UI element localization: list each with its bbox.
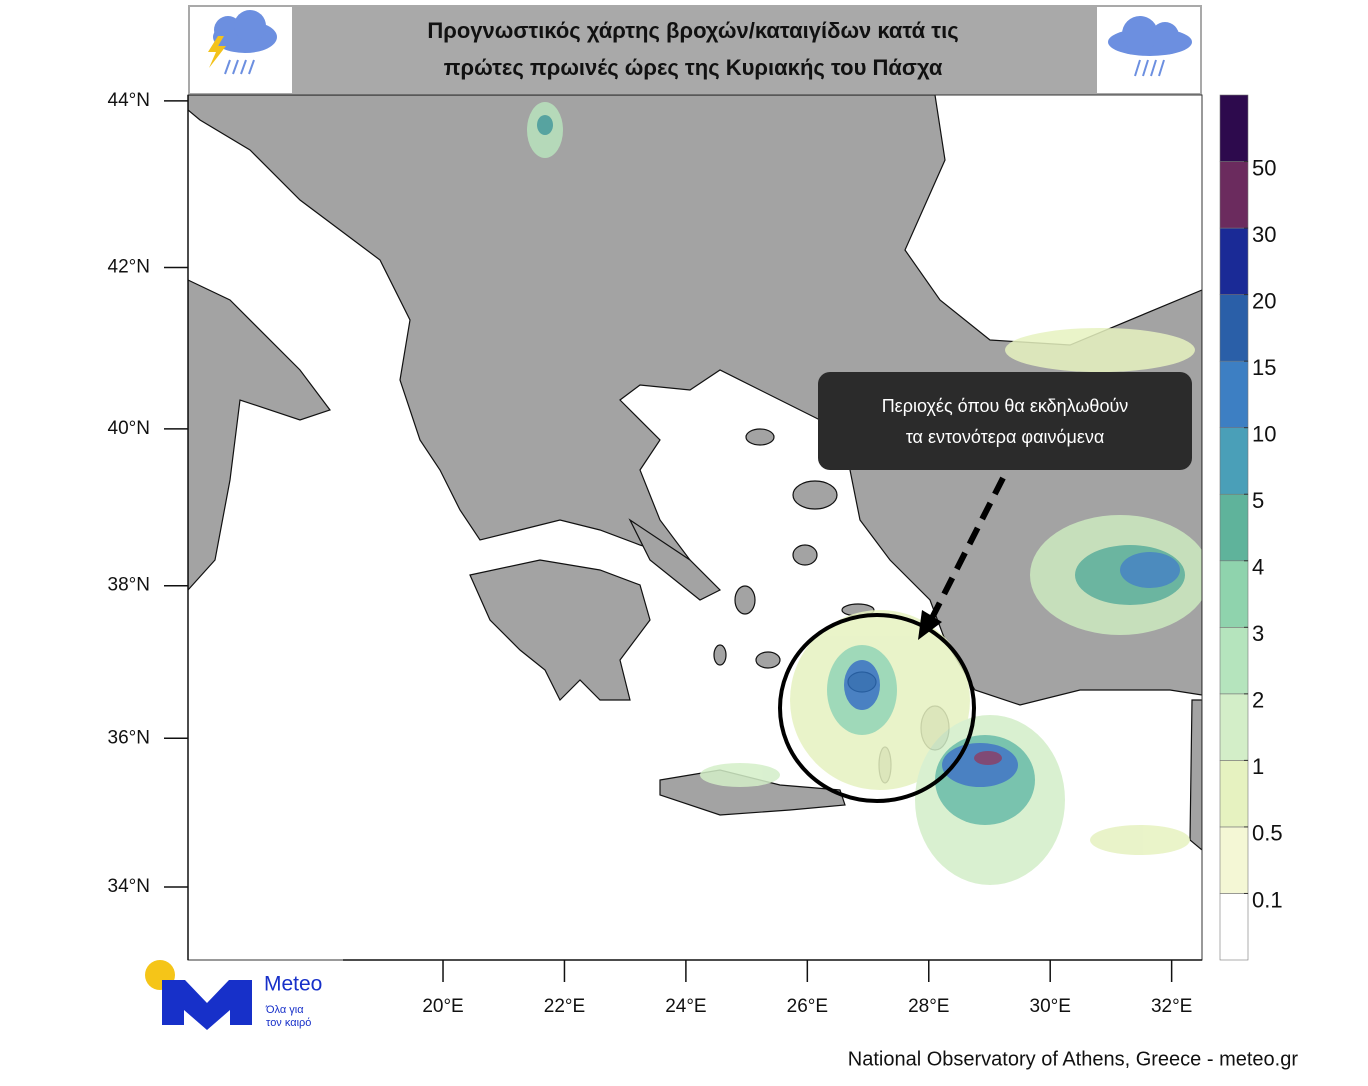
- colorbar-swatch: [1219, 360, 1249, 428]
- colorbar-label: 4: [1252, 555, 1264, 580]
- logo: Meteo Όλα για τον καιρό: [145, 960, 322, 1030]
- colorbar: 0.1 0.5 1 2 3 4 5 10 15 20 30 50: [1219, 94, 1283, 961]
- colorbar-swatch: [1219, 94, 1249, 162]
- highlight-circle: [778, 613, 976, 803]
- x-tick-label: 26°E: [787, 996, 828, 1017]
- y-tick-label: 44°N: [108, 90, 150, 111]
- euboea: [628, 518, 722, 601]
- callout-box: [818, 372, 1192, 470]
- colorbar-swatch: [1219, 161, 1249, 229]
- colorbar-label: 0.5: [1252, 821, 1283, 846]
- colorbar-label: 5: [1252, 488, 1264, 513]
- logo-brand: Meteo: [264, 973, 322, 996]
- colorbar-swatch: [1219, 227, 1249, 295]
- x-tick-label: 22°E: [544, 996, 585, 1017]
- callout-text: Περιοχές όπου θα εκδηλωθούν: [882, 396, 1129, 416]
- rain-icon: [1108, 16, 1192, 77]
- logo-tagline: τον καιρό: [266, 1017, 311, 1029]
- peloponnese: [469, 559, 651, 702]
- colorbar-swatch: [1219, 427, 1249, 495]
- y-tick-label: 42°N: [108, 257, 150, 278]
- y-tick-label: 38°N: [108, 575, 150, 596]
- italy: [188, 279, 331, 591]
- colorbar-label: 1: [1252, 754, 1264, 779]
- colorbar-label: 20: [1252, 288, 1276, 313]
- colorbar-swatch: [1219, 560, 1249, 628]
- colorbar-label: 10: [1252, 422, 1276, 447]
- footer-credit: National Observatory of Athens, Greece -…: [848, 1048, 1299, 1070]
- x-tick-label: 24°E: [665, 996, 706, 1017]
- colorbar-swatch: [1219, 693, 1249, 761]
- y-tick-label: 34°N: [108, 876, 150, 897]
- x-tick-label: 32°E: [1151, 996, 1192, 1017]
- map-area: Περιοχές όπου θα εκδηλωθούν τα εντονότερ…: [188, 95, 1202, 960]
- colorbar-swatch: [1219, 893, 1249, 961]
- y-tick-label: 40°N: [108, 418, 150, 439]
- colorbar-label: 2: [1252, 688, 1264, 713]
- colorbar-swatch: [1219, 826, 1249, 894]
- colorbar-label: 0.1: [1252, 887, 1283, 912]
- callout-text: τα εντονότερα φαινόμενα: [906, 427, 1105, 447]
- colorbar-label: 15: [1252, 355, 1276, 380]
- africa-edge: [1189, 699, 1202, 851]
- y-tick-label: 36°N: [108, 727, 150, 748]
- precipitation: [527, 102, 1202, 885]
- storm-icon: [208, 10, 277, 75]
- x-tick-label: 28°E: [908, 996, 949, 1017]
- colorbar-label: 50: [1252, 155, 1276, 180]
- colorbar-label: 30: [1252, 222, 1276, 247]
- header-bar: [188, 5, 1202, 95]
- colorbar-label: 3: [1252, 621, 1264, 646]
- logo-tagline: Όλα για: [265, 1004, 304, 1016]
- arrow-head: [918, 610, 942, 640]
- colorbar-swatch: [1219, 493, 1249, 562]
- colorbar-swatch: [1219, 627, 1249, 695]
- x-tick-label: 20°E: [422, 996, 463, 1017]
- colorbar-swatch: [1219, 760, 1249, 828]
- x-tick-label: 30°E: [1030, 996, 1071, 1017]
- colorbar-swatch: [1219, 294, 1249, 362]
- title-line: πρώτες πρωινές ώρες της Κυριακής του Πάσ…: [444, 55, 943, 80]
- axes: 44°N 42°N 40°N 38°N 36°N 34°N 20°E 22°E 24°E 26°E…: [108, 90, 1202, 1017]
- mainland: [188, 95, 1202, 706]
- title-line: Προγνωστικός χάρτης βροχών/καταιγίδων κα…: [427, 18, 958, 43]
